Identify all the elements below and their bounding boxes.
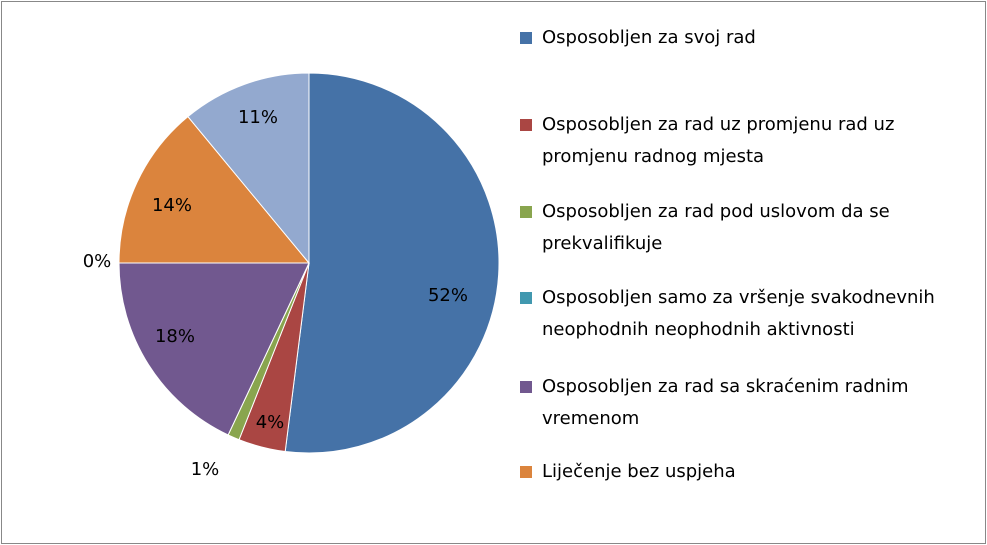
legend-swatch [520,119,532,131]
legend-swatch [520,32,532,44]
legend-entry: Liječenje bez uspjeha [520,456,970,488]
legend-entry: Osposobljen za rad sa skraćenim radnim v… [520,371,970,435]
data-label: 18% [155,326,195,347]
legend-label: Liječenje bez uspjeha [542,461,736,482]
legend-swatch [520,206,532,218]
data-label: 0% [83,251,112,272]
pie-slice [284,72,500,454]
legend-label: Osposobljen za rad uz promjenu rad uz pr… [542,114,895,167]
legend-entry: Osposobljen za svoj rad [520,22,970,54]
legend-label: Osposobljen za svoj rad [542,27,756,48]
data-label: 11% [238,107,278,128]
legend-entry: Osposobljen za rad uz promjenu rad uz pr… [520,109,970,173]
pie-slice [118,262,310,436]
data-label: 52% [428,285,468,306]
data-label: 14% [152,195,192,216]
legend-label: Osposobljen za rad pod uslovom da se pre… [542,201,890,254]
pie-slice [187,72,310,265]
data-label: 1% [191,459,220,480]
legend-swatch [520,466,532,478]
legend-entry: Osposobljen samo za vršenje svakodnevnih… [520,282,970,346]
legend-label: Osposobljen samo za vršenje svakodnevnih… [542,287,935,340]
legend-swatch [520,292,532,304]
legend-entry: Osposobljen za rad pod uslovom da se pre… [520,196,970,260]
legend-label: Osposobljen za rad sa skraćenim radnim v… [542,376,909,429]
pie-slice [118,115,311,264]
data-label: 4% [256,412,285,433]
legend-swatch [520,381,532,393]
